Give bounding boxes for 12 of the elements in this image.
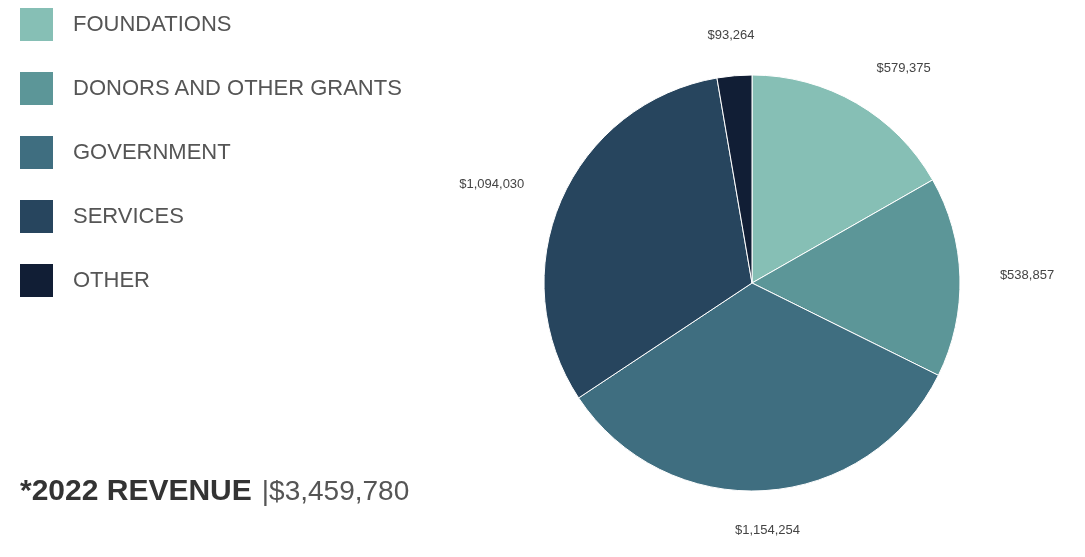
text: *2022 REVENUE	[20, 473, 252, 506]
data-label: $1,094,030	[459, 176, 525, 192]
data-label: $579,375	[876, 59, 931, 75]
legend-label: FOUNDATIONS	[73, 10, 232, 36]
data-label: $93,264	[707, 27, 755, 43]
data-label: $538,857	[999, 267, 1055, 283]
text: |$3,459,780	[261, 475, 410, 506]
data-label: $1,154,254	[735, 521, 801, 537]
legend-label: GOVERNMENT	[73, 138, 231, 164]
legend-label: DONORS AND OTHER GRANTS	[73, 74, 402, 100]
legend-label: SERVICES	[73, 202, 184, 228]
legend-label: OTHER	[73, 266, 150, 292]
